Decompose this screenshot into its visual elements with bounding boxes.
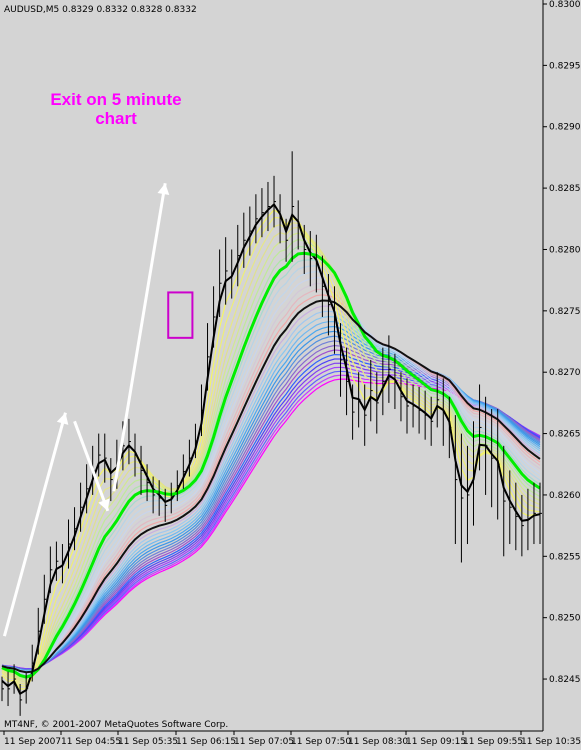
ma-line [1,216,541,688]
exit-highlight-box [167,291,194,339]
time-tick-label: 11 Sep 2007 [4,737,61,747]
ma-line [1,238,541,680]
highlighted-ma-line [1,202,541,696]
copyright-footer: MT4NF, © 2001-2007 MetaQuotes Software C… [4,720,228,730]
ma-line [1,276,541,675]
time-tick-label: 11 Sep 05:35 [118,737,178,747]
ma-line [1,222,541,685]
price-tick-label: 0.8250 [549,614,581,624]
price-tick-label: 0.8285 [549,184,581,194]
price-tick-label: 0.8260 [549,491,581,501]
exit-box [167,291,194,339]
price-axis: 0.8300 0.8295 0.8290 0.8285 0.8280 0.8275 0.82… [543,0,581,685]
price-tick-label: 0.8290 [549,123,581,133]
trend-arrow-shaft [112,182,167,492]
ma-line [1,282,541,675]
ma-line [1,265,541,677]
time-tick-label: 11 Sep 06:15 [176,737,236,747]
time-tick-label: 11 Sep 09:15 [406,737,466,747]
time-tick-label: 11 Sep 09:55 [463,737,523,747]
ma-line [1,245,541,679]
chart-title: AUDUSD,M5 0.8329 0.8332 0.8328 0.8332 [4,5,197,15]
time-tick-label: 11 Sep 07:50 [291,737,351,747]
trend-arrows [2,182,170,637]
trend-arrow-head [98,498,110,511]
time-tick-label: 11 Sep 07:05 [234,737,294,747]
price-tick-label: 0.8300 [549,0,581,10]
ma-line [1,226,541,683]
ma-line [1,259,541,677]
price-tick-label: 0.8265 [549,430,581,440]
highlighted-ma-line [1,299,541,674]
price-tick-label: 0.8295 [549,61,581,71]
trend-arrow-shaft [73,420,110,512]
price-tick-label: 0.8245 [549,675,581,685]
time-tick-label: 11 Sep 08:30 [348,737,408,747]
price-tick-label: 0.8255 [549,552,581,562]
price-tick-label: 0.8280 [549,245,581,255]
annotation-line-2: chart [95,109,137,128]
time-tick-label: 11 Sep 10:35 [521,737,581,747]
trend-arrow-shaft [2,412,67,637]
trend-arrow-head [157,183,170,196]
annotation-line-1: Exit on 5 minute [50,90,181,109]
ma-line [1,288,541,674]
price-tick-label: 0.8275 [549,307,581,317]
time-tick-label: 11 Sep 04:55 [61,737,121,747]
trend-arrow-head [56,412,69,425]
price-tick-label: 0.8270 [549,368,581,378]
ma-line [1,232,541,682]
ma-line [1,270,541,676]
ma-ribbon [1,202,541,696]
highlighted-ma-line [1,251,541,679]
